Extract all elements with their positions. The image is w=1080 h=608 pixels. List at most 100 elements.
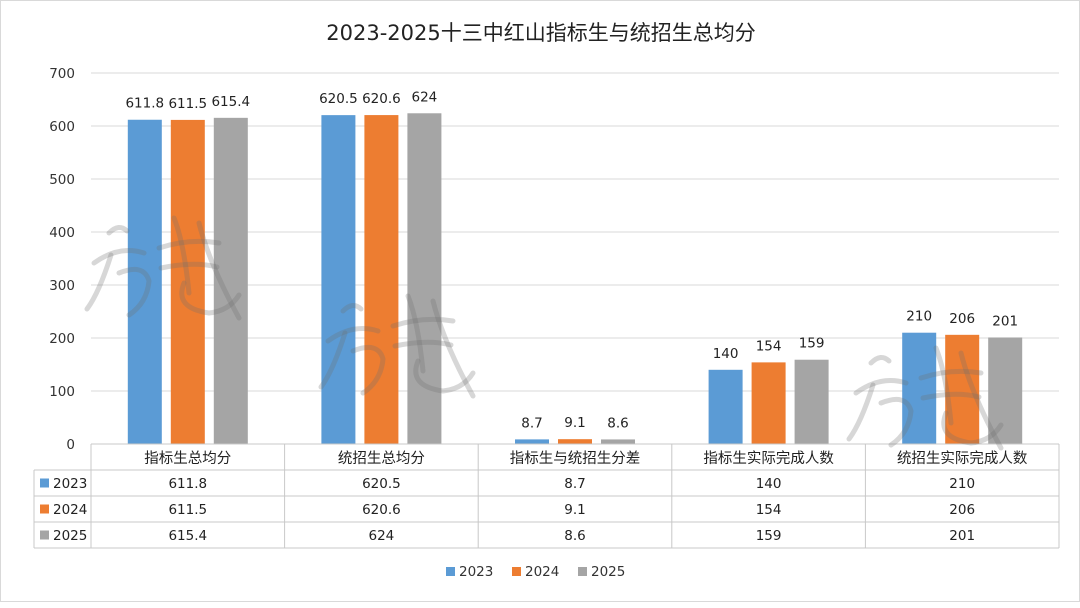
bar-2025-4 xyxy=(988,337,1023,444)
data-label: 620.6 xyxy=(362,91,401,107)
bar-2023-4 xyxy=(902,332,937,444)
watermark-stroke xyxy=(392,339,454,349)
category-label: 统招生实际完成人数 xyxy=(897,450,1028,467)
data-label: 210 xyxy=(906,309,932,325)
bars xyxy=(127,113,1023,444)
bar-2024-1 xyxy=(364,115,399,444)
watermark-stroke xyxy=(853,378,909,396)
y-tick-label: 100 xyxy=(49,384,75,400)
legend: 2023 2024 2025 xyxy=(446,564,625,580)
watermark-stroke xyxy=(920,391,982,401)
category-label: 统招生总均分 xyxy=(338,450,425,467)
y-tick-label: 700 xyxy=(49,66,75,82)
watermark-stroke xyxy=(340,303,364,314)
bar-2024-3 xyxy=(751,362,786,444)
watermark-stroke xyxy=(390,316,456,329)
bar-2025-3 xyxy=(794,359,829,444)
y-axis-ticks: 0 100 200 300 400 500 600 700 xyxy=(49,66,75,453)
bar-2023-2 xyxy=(515,439,549,444)
data-label: 206 xyxy=(949,311,975,327)
table-cell: 9.1 xyxy=(564,502,585,518)
watermark-stroke xyxy=(878,396,914,448)
table-cell: 159 xyxy=(756,528,782,544)
watermark-signature-2 xyxy=(318,293,476,399)
watermark-stroke xyxy=(179,280,242,316)
table-series-name: 2024 xyxy=(53,502,87,518)
bar-2023-1 xyxy=(321,115,356,444)
category-label: 指标生与统招生分差 xyxy=(510,450,641,467)
data-label: 140 xyxy=(713,346,739,362)
legend-swatch-2023 xyxy=(446,567,455,576)
table-cell: 206 xyxy=(949,502,975,518)
watermark-stroke xyxy=(156,238,222,251)
bar-2023-0 xyxy=(127,119,162,444)
data-label: 154 xyxy=(756,338,782,354)
table-cell: 140 xyxy=(756,476,782,492)
gridlines xyxy=(91,72,1059,392)
data-label: 159 xyxy=(799,336,825,352)
table-cell: 620.6 xyxy=(362,502,401,518)
bar-2025-1 xyxy=(407,113,442,444)
data-table: 指标生总均分 统招生总均分 指标生与统招生分差 指标生实际完成人数 统招生实际完成人数 2… xyxy=(33,443,1060,549)
y-tick-label: 500 xyxy=(49,172,75,188)
data-label: 620.5 xyxy=(319,91,358,107)
watermark-stroke xyxy=(413,358,476,394)
watermark-stroke xyxy=(868,355,892,366)
table-key-2024 xyxy=(40,504,49,514)
data-label: 611.5 xyxy=(168,96,207,112)
category-label: 指标生实际完成人数 xyxy=(703,450,834,467)
watermark-stroke xyxy=(116,266,152,318)
watermark-stroke xyxy=(918,368,984,381)
watermark-stroke xyxy=(846,382,876,442)
legend-label: 2024 xyxy=(525,564,559,580)
watermark-stroke xyxy=(430,298,476,399)
watermark-stroke xyxy=(933,345,954,426)
watermark-stroke xyxy=(158,261,220,271)
watermark-stroke xyxy=(91,248,147,266)
table-series-name: 2023 xyxy=(53,476,87,492)
watermark-stroke xyxy=(958,350,1004,451)
table-cell: 210 xyxy=(949,476,975,492)
bar-2025-0 xyxy=(213,117,248,444)
watermark-stroke xyxy=(941,410,1004,446)
data-label: 8.6 xyxy=(607,415,628,431)
data-label: 9.1 xyxy=(564,415,585,431)
y-tick-label: 300 xyxy=(49,278,75,294)
bar-2024-4 xyxy=(945,334,980,444)
watermark-stroke xyxy=(405,293,426,374)
bar-2025-2 xyxy=(601,439,635,444)
table-cell: 615.4 xyxy=(168,528,207,544)
table-key-2025 xyxy=(40,530,49,540)
watermark-signature-1 xyxy=(84,215,242,321)
watermark-stroke xyxy=(196,220,242,321)
legend-swatch-2025 xyxy=(578,567,587,576)
data-label: 611.8 xyxy=(125,96,164,112)
legend-swatch-2024 xyxy=(512,567,521,576)
watermark-stroke xyxy=(84,252,114,312)
data-label: 624 xyxy=(412,89,438,105)
data-label: 8.7 xyxy=(521,415,542,431)
table-cell: 8.7 xyxy=(564,476,585,492)
bar-2024-0 xyxy=(170,119,205,444)
watermark-stroke xyxy=(325,326,381,344)
y-tick-label: 600 xyxy=(49,119,75,135)
category-label: 指标生总均分 xyxy=(144,450,231,467)
data-labels: 611.8 611.5 615.4 620.5 620.6 624 8.7 9.1 8.6 140… xyxy=(125,89,1018,431)
table-cell: 154 xyxy=(756,502,782,518)
data-label: 615.4 xyxy=(211,94,250,110)
table-cell: 8.6 xyxy=(564,528,585,544)
table-cell: 611.5 xyxy=(168,502,207,518)
table-cell: 611.8 xyxy=(168,476,207,492)
legend-label: 2023 xyxy=(459,564,493,580)
watermark xyxy=(84,215,1004,451)
watermark-stroke xyxy=(350,344,386,396)
watermark-stroke xyxy=(318,330,348,390)
y-tick-label: 0 xyxy=(66,437,75,453)
bar-2024-2 xyxy=(558,439,592,444)
table-cell: 201 xyxy=(949,528,975,544)
table-series-name: 2025 xyxy=(53,528,87,544)
chart-title: 2023-2025十三中红山指标生与统招生总均分 xyxy=(326,21,755,45)
table-cell: 620.5 xyxy=(362,476,401,492)
